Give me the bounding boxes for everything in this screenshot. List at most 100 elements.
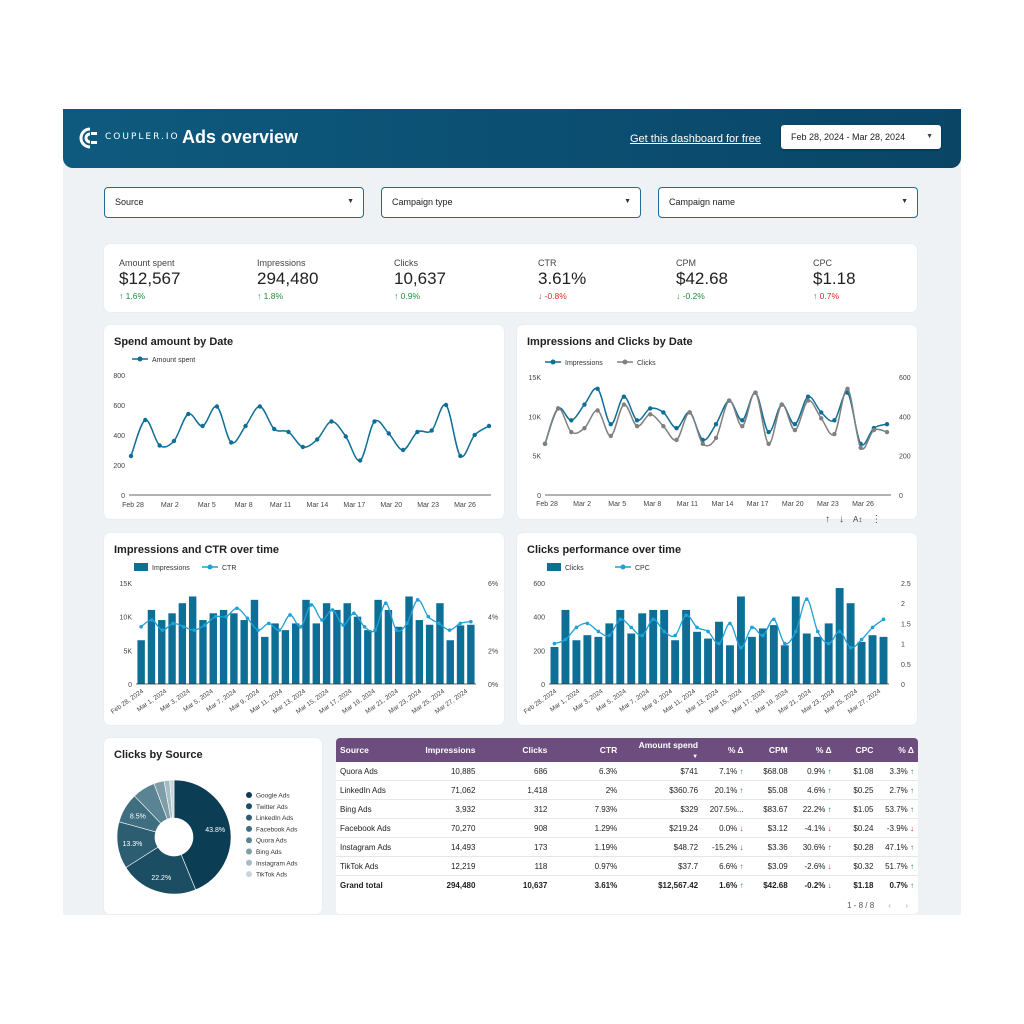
x-tick-label: Mar 20 — [380, 502, 402, 509]
date-range-value: Feb 28, 2024 - Mar 28, 2024 — [791, 132, 906, 142]
legend-label: Clicks — [565, 565, 584, 572]
data-point — [848, 645, 853, 650]
table-cell: 1.29% — [551, 818, 622, 838]
data-point — [143, 417, 148, 423]
table-cell: $741 — [621, 762, 703, 781]
bar — [715, 621, 723, 684]
column-header[interactable]: CPC — [835, 738, 878, 762]
data-point — [266, 621, 271, 626]
table-cell: 20.1% ↑ — [702, 780, 748, 800]
arrow-up-icon[interactable]: ↑ — [825, 514, 830, 525]
legend-label: Clicks — [637, 360, 656, 367]
kpi-change: ↓ -0.8% — [538, 291, 567, 301]
x-tick-label: Mar 20 — [782, 501, 804, 508]
trend-up-icon: ↑ — [910, 804, 914, 814]
bar — [230, 613, 238, 684]
table-cell: 30.6% ↑ — [791, 837, 836, 857]
data-point — [634, 423, 640, 429]
data-point — [257, 404, 263, 409]
source-table: Source Impressions Clicks CTR Amount spe… — [336, 738, 918, 914]
column-header[interactable]: % Δ — [877, 738, 918, 762]
pagination-label: 1 - 8 / 8 — [847, 901, 875, 910]
x-tick-label: Mar 5 — [198, 502, 216, 509]
kpi-label: CPM — [676, 258, 696, 268]
source-filter[interactable]: Source ▼ — [104, 187, 364, 218]
table-cell: 22.2% ↑ — [791, 799, 836, 819]
data-point — [804, 597, 809, 601]
table-cell: 7.93% — [551, 799, 622, 819]
chart-title: Spend amount by Date — [114, 336, 234, 348]
column-header-sorted[interactable]: Amount spend ▼ — [621, 738, 703, 762]
table-cell: 2.7% ↑ — [877, 780, 918, 800]
bar — [660, 609, 669, 684]
table-row[interactable]: Bing Ads 3,932 312 7.93% $329 207.5%... $83.67… — [336, 799, 918, 819]
next-page-icon[interactable]: › — [905, 901, 908, 910]
table-row[interactable]: Instagram Ads 14,493 173 1.19% $48.72 -15.2% … — [336, 837, 918, 857]
table-cell: 686 — [479, 762, 552, 781]
data-point — [815, 629, 820, 634]
bar — [271, 623, 279, 684]
chart-title: Clicks performance over time — [527, 544, 682, 556]
table-row[interactable]: Facebook Ads 70,270 908 1.29% $219.24 0.0% ↓ $… — [336, 818, 918, 838]
data-point — [243, 423, 248, 429]
data-point — [229, 440, 234, 445]
data-point — [819, 410, 824, 415]
date-range-picker[interactable]: Feb 28, 2024 - Mar 28, 2024 ▼ — [781, 125, 941, 149]
data-point — [472, 432, 477, 438]
column-header[interactable]: % Δ — [702, 738, 748, 762]
dropdown-caret-icon: ▼ — [901, 198, 908, 205]
data-point — [740, 418, 745, 423]
data-point — [832, 418, 837, 423]
y-tick-label-right: 0% — [488, 682, 498, 689]
campaign-type-filter[interactable]: Campaign type ▼ — [381, 187, 641, 218]
table-row[interactable]: Quora Ads 10,885 686 6.3% $741 7.1% ↑ $68.08 0.… — [336, 762, 918, 781]
legend-label: LinkedIn Ads — [256, 815, 294, 822]
get-dashboard-link[interactable]: Get this dashboard for free — [630, 133, 761, 145]
prev-page-icon[interactable]: ‹ — [888, 901, 892, 910]
bar — [671, 640, 680, 684]
data-point — [149, 618, 154, 622]
more-vert-icon[interactable]: ⋮ — [871, 514, 882, 525]
y-tick-label-right: 0.5 — [901, 662, 911, 669]
column-header[interactable]: Source — [336, 738, 412, 762]
table-row[interactable]: TikTok Ads 12,219 118 0.97% $37.7 6.6% ↑ $3.09… — [336, 856, 918, 876]
arrow-down-icon[interactable]: ↓ — [839, 514, 844, 525]
data-point — [213, 614, 218, 619]
y-tick-label-left: 10K — [529, 414, 542, 421]
chart-svg: Amount spent 0 200 400 600 800 Feb 28 Mar 2 Mar … — [113, 356, 492, 509]
x-tick-label: Mar 26 — [852, 501, 874, 508]
sort-icon[interactable]: A↕ — [853, 515, 863, 524]
data-point — [203, 623, 207, 627]
column-header[interactable]: CPM — [747, 738, 792, 762]
table-cell: 1.6% ↑ — [719, 880, 744, 890]
data-point — [651, 617, 655, 622]
column-header[interactable]: Impressions — [411, 738, 480, 762]
trend-down-icon: ↓ — [827, 880, 832, 890]
bar — [281, 630, 290, 684]
data-point — [766, 441, 771, 447]
data-point — [621, 402, 627, 407]
table-cell: $3.09 — [747, 856, 792, 876]
table-row[interactable]: LinkedIn Ads 71,062 1,418 2% $360.76 20.1% ↑ $… — [336, 780, 918, 800]
bar — [550, 646, 559, 684]
campaign-name-filter[interactable]: Campaign name ▼ — [658, 187, 918, 218]
legend-marker — [620, 564, 626, 570]
table-cell: Instagram Ads — [336, 837, 412, 857]
column-header[interactable]: Clicks — [479, 738, 552, 762]
table-cell: 53.7% ↑ — [877, 799, 918, 819]
legend-label: Twitter Ads — [256, 804, 289, 811]
trend-up-icon: ↑ — [827, 804, 832, 814]
bar — [638, 613, 647, 684]
legend-marker — [246, 837, 252, 844]
column-header[interactable]: CTR — [551, 738, 622, 762]
kpi-cpc: CPC $1.18 ↑ 0.7% — [813, 258, 856, 301]
data-point — [192, 628, 197, 632]
table-cell: $0.25 — [835, 780, 878, 800]
table-cell: 10,637 — [522, 880, 548, 890]
column-header[interactable]: % Δ — [791, 738, 836, 762]
y-tick-label-left: 10K — [120, 615, 133, 622]
pie-slice — [173, 779, 232, 891]
bar — [791, 596, 800, 684]
table-cell: 3,932 — [411, 799, 480, 819]
